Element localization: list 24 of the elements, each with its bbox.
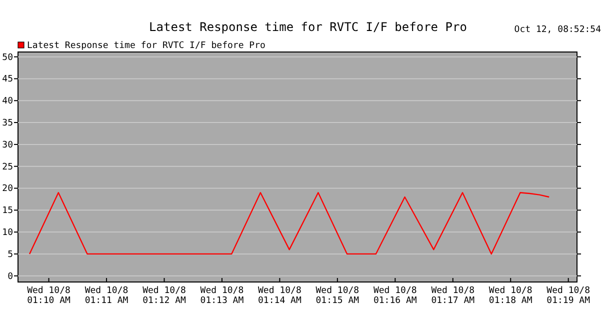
x-tick-label: Wed 10/8 01:12 AM — [142, 286, 186, 306]
y-tick-label: 40 — [2, 96, 13, 107]
y-tick-label: 5 — [8, 250, 13, 260]
x-tick-label: Wed 10/8 01:11 AM — [84, 286, 129, 306]
legend-label: Latest Response time for RVTC I/F before Pro — [27, 41, 266, 51]
x-tick-label: Wed 10/8 01:13 AM — [200, 286, 244, 306]
y-tick-label: 30 — [2, 140, 13, 150]
x-tick-label: Wed 10/8 01:16 AM — [373, 286, 418, 306]
x-tick-label: Wed 10/8 01:14 AM — [258, 286, 302, 306]
y-tick-label: 50 — [2, 52, 13, 63]
y-tick-label: 20 — [2, 184, 13, 194]
y-tick-label: 10 — [2, 228, 13, 238]
y-tick-label: 45 — [2, 74, 13, 85]
y-tick-label: 15 — [2, 206, 13, 216]
x-tick-label: Wed 10/8 01:19 AM — [546, 286, 591, 306]
y-tick-label: 25 — [2, 162, 13, 172]
x-tick-label: Wed 10/8 01:15 AM — [316, 286, 360, 306]
x-tick-label: Wed 10/8 01:10 AM — [27, 286, 72, 306]
chart-title: Latest Response time for RVTC I/F before Pro — [149, 20, 467, 34]
text: Oct 12, 08:52:54 — [514, 25, 601, 35]
x-tick-label: Wed 10/8 01:17 AM — [431, 286, 476, 306]
x-tick-label: Wed 10/8 01:18 AM — [488, 286, 533, 306]
y-tick-label: 35 — [2, 118, 13, 129]
y-tick-label: 0 — [8, 272, 13, 282]
